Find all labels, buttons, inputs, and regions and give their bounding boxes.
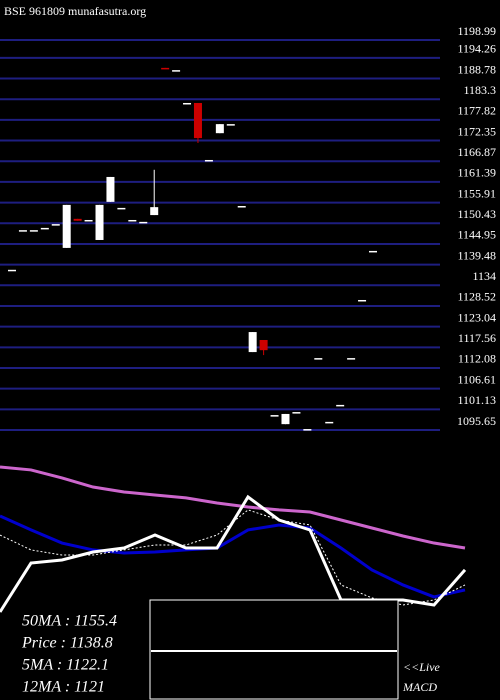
candle-body xyxy=(62,204,71,248)
macd-box xyxy=(149,599,399,700)
candle-body xyxy=(347,358,356,360)
candle-body xyxy=(139,221,148,224)
candle-body xyxy=(40,227,49,230)
candle-body xyxy=(325,421,334,424)
indicator-line xyxy=(0,514,466,599)
y-tick-label: 1188.78 xyxy=(457,62,496,76)
y-tick-label: 1183.3 xyxy=(463,83,496,97)
y-tick-label: 1172.35 xyxy=(457,124,496,138)
y-tick-label: 1117.56 xyxy=(458,331,496,345)
candle-body xyxy=(314,358,323,360)
y-tick-label: 1144.95 xyxy=(457,228,496,242)
candle-body xyxy=(270,415,279,417)
candle-body xyxy=(18,230,27,232)
candle-body xyxy=(292,412,301,414)
candle-body xyxy=(226,124,235,126)
candle-body xyxy=(84,219,93,222)
candle-body xyxy=(172,70,181,72)
candle-body xyxy=(193,102,202,139)
y-tick-label: 1128.52 xyxy=(457,290,496,304)
y-tick-label: 1106.61 xyxy=(457,372,496,386)
indicator-line xyxy=(0,465,466,550)
candle-body xyxy=(358,299,367,302)
y-tick-label: 1134 xyxy=(472,269,496,283)
y-tick-label: 1150.43 xyxy=(457,207,496,221)
y-tick-label: 1177.82 xyxy=(457,104,496,118)
stat-label: 50MA : 1155.4 xyxy=(22,613,117,630)
macd-label: MACD xyxy=(402,680,437,694)
header-title: BSE 961809 munafasutra.org xyxy=(4,4,146,18)
candle-body xyxy=(281,413,290,425)
candle-body xyxy=(117,207,126,210)
candle-body xyxy=(95,204,104,240)
candles xyxy=(8,67,377,431)
candle-body xyxy=(51,224,60,226)
y-tick-label: 1123.04 xyxy=(457,310,496,324)
candle-body xyxy=(106,176,115,202)
candle-body xyxy=(248,332,257,353)
y-tick-label: 1139.48 xyxy=(457,248,496,262)
candle-body xyxy=(29,230,38,232)
candle-body xyxy=(303,429,312,431)
y-tick-label: 1166.87 xyxy=(457,145,496,159)
candle-body xyxy=(215,124,224,134)
y-tick-label: 1155.91 xyxy=(457,186,496,200)
y-tick-label: 1101.13 xyxy=(457,393,496,407)
y-tick-label: 1095.65 xyxy=(457,414,496,428)
candle-body xyxy=(204,159,213,162)
candle-body xyxy=(128,219,137,222)
candle-body xyxy=(237,206,246,208)
y-tick-label: 1198.99 xyxy=(457,24,496,38)
y-tick-label: 1112.08 xyxy=(458,352,496,366)
macd-label: <<Live xyxy=(403,660,441,674)
candle-body xyxy=(8,269,16,272)
y-tick-label: 1194.26 xyxy=(457,42,496,56)
grid: 1198.99 1194.26 1188.78 1183.3 1177.82 1172.3… xyxy=(0,24,496,431)
candle-body xyxy=(183,102,192,105)
y-tick-label: 1161.39 xyxy=(457,166,496,180)
stat-label: Price : 1138.8 xyxy=(21,635,113,652)
candle-body xyxy=(259,339,268,351)
stat-label: 5MA : 1122.1 xyxy=(22,657,109,674)
candle-body xyxy=(73,218,82,221)
candle-body xyxy=(336,404,345,407)
candle-body xyxy=(150,207,159,216)
candle-body xyxy=(369,250,377,253)
candle-body xyxy=(161,67,170,70)
stat-label: 12MA : 1121 xyxy=(22,679,105,696)
